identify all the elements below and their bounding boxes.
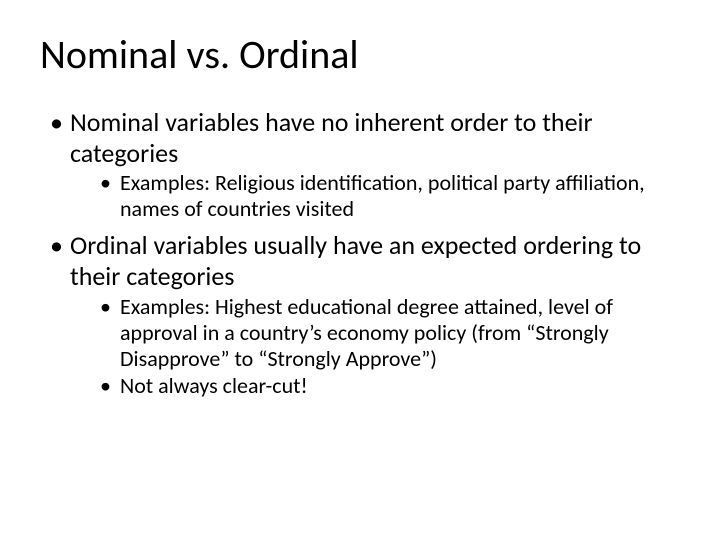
slide-title: Nominal vs. Ordinal — [40, 30, 672, 79]
bullet-level1: Nominal variables have no inherent order… — [40, 107, 672, 222]
bullet-level1: Ordinal variables usually have an expect… — [40, 230, 672, 399]
bullet-level2: Not always clear-cut! — [70, 373, 672, 399]
sub-bullet-list: Examples: Religious identification, poli… — [70, 170, 672, 222]
bullet-text: Nominal variables have no inherent order… — [70, 106, 593, 169]
bullet-list: Nominal variables have no inherent order… — [40, 107, 672, 399]
bullet-text: Examples: Religious identification, poli… — [120, 169, 645, 222]
bullet-text: Not always clear-cut! — [120, 372, 308, 399]
slide-container: Nominal vs. Ordinal Nominal variables ha… — [0, 0, 720, 431]
sub-bullet-list: Examples: Highest educational degree att… — [70, 294, 672, 400]
bullet-text: Ordinal variables usually have an expect… — [70, 229, 641, 292]
bullet-level2: Examples: Religious identification, poli… — [70, 170, 672, 222]
bullet-level2: Examples: Highest educational degree att… — [70, 294, 672, 372]
bullet-text: Examples: Highest educational degree att… — [120, 293, 613, 372]
